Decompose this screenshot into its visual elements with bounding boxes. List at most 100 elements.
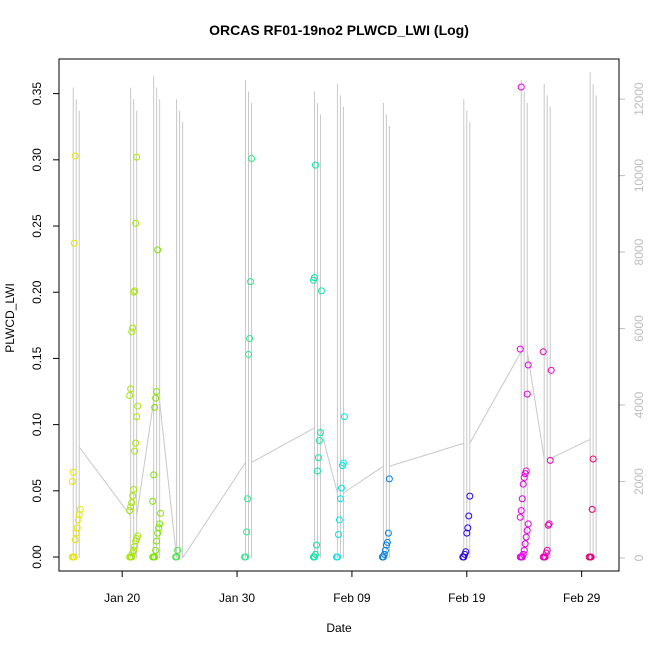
y2-tick-label: 12000 <box>632 82 646 116</box>
data-point <box>153 537 161 545</box>
data-point <box>134 402 142 410</box>
data-point <box>131 287 139 295</box>
y-axis-label: PLWCD_LWI <box>3 283 17 353</box>
data-point <box>339 459 347 467</box>
altitude-connector <box>78 446 132 517</box>
y2-tick-label: 10000 <box>632 159 646 193</box>
data-point <box>132 219 140 227</box>
x-tick-label: Jan 30 <box>219 591 255 605</box>
data-point <box>524 520 532 528</box>
x-tick-label: Feb 19 <box>448 591 486 605</box>
data-point <box>128 499 136 507</box>
data-point <box>242 553 250 561</box>
data-point <box>71 536 79 544</box>
data-point <box>128 553 136 561</box>
data-point <box>247 278 255 286</box>
data-point <box>587 553 595 561</box>
data-point <box>173 553 181 561</box>
data-point <box>524 361 532 369</box>
data-point <box>336 495 344 503</box>
data-point <box>544 521 552 529</box>
data-point <box>520 474 528 482</box>
data-point <box>130 546 138 554</box>
data-point <box>465 512 473 520</box>
data-point <box>335 516 343 524</box>
data-point <box>130 288 138 296</box>
data-point <box>150 471 158 479</box>
data-point <box>174 546 182 554</box>
data-point <box>71 152 79 160</box>
altitude-connector <box>136 401 155 517</box>
data-point <box>310 274 318 282</box>
data-point <box>462 548 470 556</box>
data-point <box>589 455 597 463</box>
data-point <box>151 553 159 561</box>
data-point <box>316 429 324 437</box>
data-point <box>131 542 139 550</box>
data-point <box>384 529 392 537</box>
data-point <box>74 516 82 524</box>
y-tick-label: 0.25 <box>30 214 44 238</box>
data-point <box>333 553 341 561</box>
data-point <box>466 492 474 500</box>
y2-tick-label: 4000 <box>632 391 646 418</box>
altitude-connector <box>549 439 591 460</box>
data-point <box>157 509 165 517</box>
data-point <box>464 524 472 532</box>
data-point <box>132 439 140 447</box>
data-point <box>75 511 83 519</box>
altitude-connector <box>251 427 315 463</box>
data-point <box>243 528 251 536</box>
data-point <box>129 324 137 332</box>
y-tick-label: 0.10 <box>30 413 44 437</box>
data-point <box>133 413 141 421</box>
y-tick-label: 0.00 <box>30 545 44 569</box>
y2-tick-label: 8000 <box>632 238 646 265</box>
data-point <box>383 538 391 546</box>
y-tick-label: 0.15 <box>30 346 44 370</box>
data-point <box>543 546 551 554</box>
data-point <box>151 403 159 411</box>
plot-frame <box>58 58 620 572</box>
data-point <box>385 475 393 483</box>
data-point <box>156 520 164 528</box>
y2-tick-label: 2000 <box>632 468 646 495</box>
data-point <box>516 513 524 521</box>
data-point <box>519 550 527 558</box>
x-axis-label: Date <box>326 621 352 635</box>
data-point <box>76 505 84 513</box>
data-point <box>547 366 555 374</box>
y2-tick-label: 0 <box>632 554 646 561</box>
data-point <box>517 507 525 515</box>
data-point <box>313 467 321 475</box>
altitude-connector <box>182 462 246 559</box>
data-point <box>523 390 531 398</box>
data-point <box>545 520 553 528</box>
data-point <box>244 495 252 503</box>
data-point <box>128 328 136 336</box>
data-point <box>337 484 345 492</box>
altitude-connector <box>526 351 545 459</box>
data-point <box>154 246 162 254</box>
data-point <box>519 480 527 488</box>
data-point <box>126 391 134 399</box>
data-point <box>523 527 531 535</box>
data-point <box>134 532 142 540</box>
altitude-connector <box>343 465 384 494</box>
data-point <box>381 546 389 554</box>
data-point <box>245 350 253 358</box>
y-tick-label: 0.30 <box>30 148 44 172</box>
data-point <box>546 456 554 464</box>
data-point <box>315 436 323 444</box>
data-point <box>126 507 134 515</box>
data-point <box>133 153 141 161</box>
data-point <box>517 83 525 91</box>
altitude-connector <box>469 351 522 444</box>
data-point <box>588 505 596 513</box>
data-point <box>317 287 325 295</box>
y-tick-label: 0.20 <box>30 280 44 304</box>
data-point <box>521 540 529 548</box>
data-point <box>311 161 319 169</box>
data-point <box>463 529 471 537</box>
